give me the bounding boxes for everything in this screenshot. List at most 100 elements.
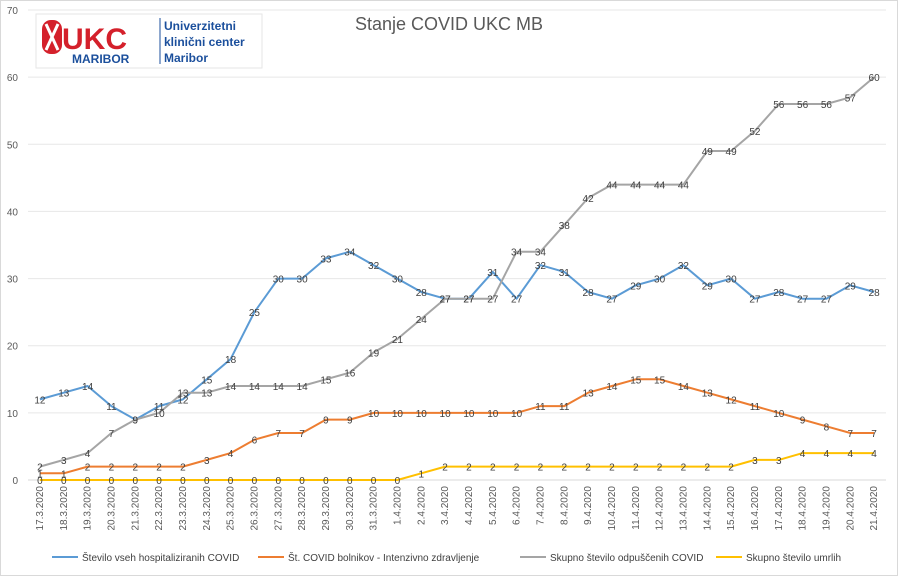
- data-label: 10: [368, 409, 380, 420]
- data-label: 2: [657, 463, 663, 474]
- data-label: 27: [440, 295, 452, 306]
- data-label: 0: [275, 476, 281, 487]
- data-label: 3: [776, 456, 782, 467]
- data-label: 14: [249, 382, 261, 393]
- series-line-0: [39, 250, 875, 421]
- data-label: 10: [440, 409, 452, 420]
- data-label: 4: [824, 449, 830, 460]
- data-label: 0: [299, 476, 305, 487]
- x-tick-label: 5.4.2020: [488, 486, 499, 525]
- data-label: 2: [633, 463, 639, 474]
- x-tick-label: 19.3.2020: [83, 486, 94, 531]
- x-tick-label: 7.4.2020: [535, 486, 546, 525]
- data-label: 4: [85, 449, 91, 460]
- data-label: 14: [297, 382, 309, 393]
- data-label: 2: [609, 463, 615, 474]
- data-label: 57: [845, 93, 857, 104]
- x-tick-label: 22.3.2020: [154, 486, 165, 531]
- x-tick-label: 15.4.2020: [726, 486, 737, 531]
- x-tick-label: 18.3.2020: [59, 486, 70, 531]
- data-label: 19: [368, 348, 380, 359]
- data-label: 25: [249, 308, 261, 319]
- x-tick-label: 20.4.2020: [845, 486, 856, 531]
- x-tick-label: 28.3.2020: [297, 486, 308, 531]
- data-label: 60: [869, 73, 881, 84]
- chart-title: Stanje COVID UKC MB: [355, 14, 543, 34]
- x-tick-label: 30.3.2020: [345, 486, 356, 531]
- data-label: 33: [320, 254, 332, 265]
- data-label: 0: [347, 476, 353, 487]
- data-label: 2: [132, 463, 138, 474]
- data-label: 27: [606, 295, 618, 306]
- data-label: 28: [583, 288, 595, 299]
- data-label: 2: [514, 463, 520, 474]
- data-label: 3: [61, 456, 67, 467]
- y-tick-label: 0: [12, 476, 18, 487]
- data-label: 11: [154, 402, 165, 413]
- data-label: 6: [252, 436, 258, 447]
- data-label: 9: [347, 416, 353, 427]
- data-label: 30: [726, 275, 738, 286]
- x-tick-label: 25.3.2020: [226, 486, 237, 531]
- data-label: 0: [132, 476, 138, 487]
- data-label: 27: [440, 295, 452, 306]
- data-label: 0: [323, 476, 329, 487]
- data-label: 27: [797, 295, 809, 306]
- data-label: 34: [535, 248, 547, 259]
- data-label: 1: [61, 469, 67, 480]
- x-tick-label: 3.4.2020: [440, 486, 451, 525]
- data-label: 2: [180, 463, 186, 474]
- legend-label-1: Št. COVID bolnikov - Intenzivno zdravlje…: [288, 551, 480, 564]
- data-label: 12: [34, 395, 46, 406]
- series-lines: [39, 76, 875, 481]
- series-line-2: [39, 76, 875, 468]
- data-label: 0: [109, 476, 115, 487]
- x-tick-label: 12.4.2020: [655, 486, 666, 531]
- data-label: 10: [511, 409, 523, 420]
- data-label: 56: [773, 100, 785, 111]
- x-tick-label: 16.4.2020: [750, 486, 761, 531]
- x-tick-label: 29.3.2020: [321, 486, 332, 531]
- data-label: 2: [681, 463, 687, 474]
- y-tick-label: 70: [7, 6, 19, 17]
- data-label: 44: [630, 181, 642, 192]
- data-label: 12: [177, 395, 189, 406]
- data-label: 49: [726, 147, 738, 158]
- x-tick-label: 23.3.2020: [178, 486, 189, 531]
- data-label: 9: [323, 416, 329, 427]
- x-tick-label: 24.3.2020: [202, 486, 213, 531]
- data-label: 10: [392, 409, 404, 420]
- data-label: 14: [678, 382, 690, 393]
- data-label: 15: [630, 375, 642, 386]
- ukc-maribor-logo: UKC MARIBOR Univerzitetni klinični cente…: [35, 13, 263, 69]
- data-label: 2: [585, 463, 591, 474]
- data-label: 9: [800, 416, 806, 427]
- data-label: 21: [392, 335, 404, 346]
- x-tick-label: 21.3.2020: [130, 486, 141, 531]
- data-label: 18: [225, 355, 237, 366]
- data-label: 11: [535, 402, 546, 413]
- data-label: 13: [58, 389, 70, 400]
- data-label: 49: [702, 147, 714, 158]
- data-label: 12: [726, 395, 738, 406]
- data-label: 31: [559, 268, 571, 279]
- data-label: 7: [871, 429, 877, 440]
- x-tick-label: 9.4.2020: [583, 486, 594, 525]
- data-label: 15: [320, 375, 332, 386]
- data-label: 11: [106, 402, 117, 413]
- x-tick-label: 19.4.2020: [821, 486, 832, 531]
- x-tick-label: 18.4.2020: [798, 486, 809, 531]
- data-label: 0: [252, 476, 258, 487]
- data-label: 56: [821, 100, 833, 111]
- y-tick-label: 60: [7, 73, 19, 84]
- data-label: 52: [749, 127, 761, 138]
- x-tick-label: 14.4.2020: [702, 486, 713, 531]
- x-tick-label: 26.3.2020: [249, 486, 260, 531]
- data-label: 10: [154, 409, 166, 420]
- x-tick-label: 17.3.2020: [35, 486, 46, 531]
- data-label: 10: [416, 409, 428, 420]
- logo-emblem-icon: [42, 20, 62, 54]
- data-label: 30: [392, 275, 404, 286]
